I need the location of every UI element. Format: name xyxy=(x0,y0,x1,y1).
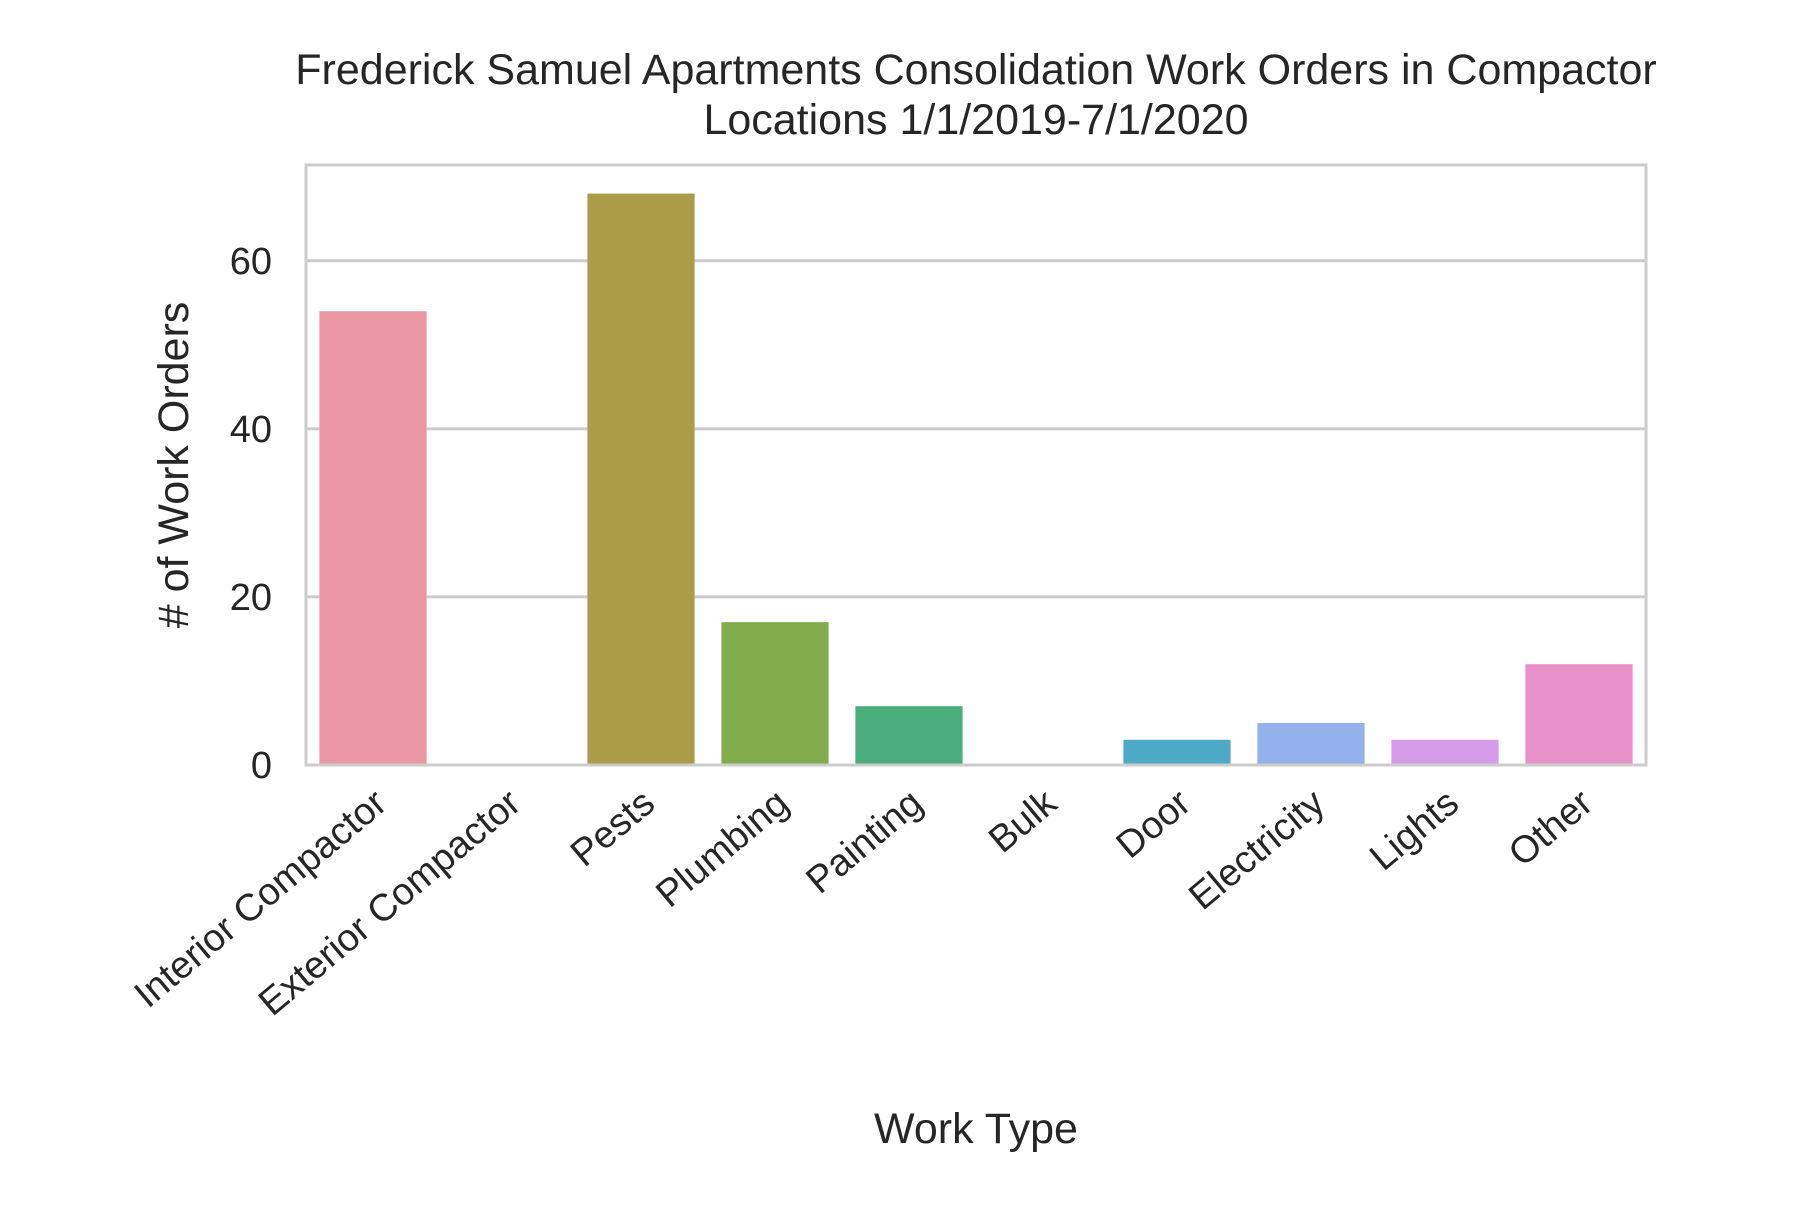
x-axis-label: Work Type xyxy=(874,1105,1078,1153)
x-tick-label: Plumbing xyxy=(648,782,796,916)
x-tick-label: Bulk xyxy=(981,781,1065,861)
bar-electricity xyxy=(1257,722,1365,765)
x-tick-label: Door xyxy=(1109,782,1199,867)
plot-frame xyxy=(304,163,1648,767)
y-tick-label: 20 xyxy=(230,577,272,619)
x-tick-label: Pests xyxy=(563,782,663,875)
x-tick-label: Other xyxy=(1501,782,1601,875)
x-tick-label: Lights xyxy=(1362,782,1467,879)
chart-title-line-1: Frederick Samuel Apartments Consolidatio… xyxy=(295,46,1656,94)
x-tick-label: Exterior Compactor xyxy=(251,782,529,1025)
x-tick-label: Painting xyxy=(799,782,931,902)
bars xyxy=(319,193,1633,766)
grid-lines xyxy=(306,259,1646,767)
y-tick-label: 0 xyxy=(251,745,272,787)
x-tick-label: Interior Compactor xyxy=(127,782,395,1017)
bar-plumbing xyxy=(721,622,829,765)
bar-lights xyxy=(1391,739,1499,765)
bar-door xyxy=(1123,739,1231,765)
bar-interior-compactor xyxy=(319,311,427,765)
bar-painting xyxy=(855,706,963,765)
y-tick-label: 40 xyxy=(230,409,272,451)
y-tick-labels: 0 20 40 60 xyxy=(230,241,272,787)
y-axis-label: # of Work Orders xyxy=(150,302,198,629)
chart-title-line-2: Locations 1/1/2019-7/1/2020 xyxy=(703,96,1248,144)
bar-pests xyxy=(587,193,695,766)
x-tick-label: Electricity xyxy=(1181,782,1333,919)
y-tick-label: 60 xyxy=(230,241,272,283)
bar-other xyxy=(1525,664,1633,765)
